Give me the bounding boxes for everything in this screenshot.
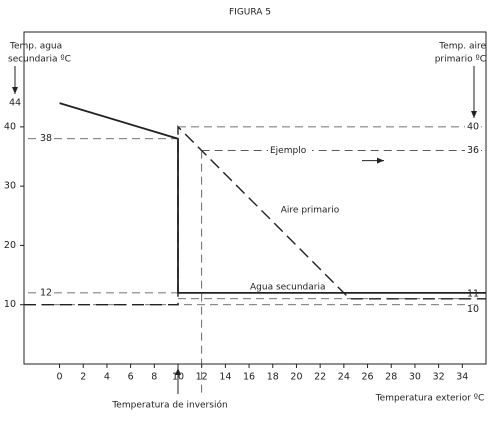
x-tick-label: 32 [433, 372, 445, 383]
label-bg [465, 304, 481, 315]
y-tick-label: 30 [4, 181, 16, 192]
x-tick-label: 6 [128, 372, 134, 383]
series-line [24, 125, 486, 306]
label-bg [465, 288, 481, 299]
level-label: 40 [467, 121, 479, 132]
level-label: 11 [467, 288, 479, 299]
x-tick-label: 28 [385, 372, 397, 383]
series-label: Aire primario [281, 206, 340, 216]
level-label: 36 [467, 145, 479, 156]
x-tick-label: 0 [57, 372, 63, 383]
plot-frame [23, 31, 487, 365]
x-axis-label: Temperatura exterior ºC [375, 394, 485, 404]
x-tick-label: 14 [219, 372, 231, 383]
x-tick-label: 26 [361, 372, 373, 383]
y-axis-label-right: primario ºC [435, 55, 486, 65]
label-bg [465, 121, 481, 132]
x-tick-label: 16 [243, 372, 255, 383]
y-tick-label: 10 [4, 299, 16, 310]
series-label: Agua secundaria [250, 283, 325, 293]
label-bg [268, 144, 312, 157]
y-axis-label-left: secundaria ºC [8, 55, 71, 65]
x-tick-label: 34 [456, 372, 468, 383]
x-tick-label: 24 [338, 372, 350, 383]
label-bg [465, 145, 481, 156]
series-line [59, 102, 486, 294]
annotation: Ejemplo [270, 146, 307, 156]
level-label: 38 [40, 133, 52, 144]
x-tick-label: 18 [267, 372, 279, 383]
x-tick-label: 4 [104, 372, 110, 383]
label-bg [38, 286, 54, 299]
x-tick-label: 2 [80, 372, 86, 383]
y-tick-label: 40 [4, 121, 16, 132]
y-axis-label-right: Temp. aire [438, 42, 486, 52]
x-tick-label: 22 [314, 372, 326, 383]
level-label: 12 [40, 287, 52, 298]
chart-title: FIGURA 5 [229, 8, 271, 18]
y-tick-label: 20 [4, 240, 16, 251]
x-tick-label: 8 [151, 372, 157, 383]
level-label: 44 [9, 98, 21, 109]
x-tick-label: 30 [409, 372, 421, 383]
level-label: 10 [467, 304, 479, 315]
x-tick-label: 20 [290, 372, 302, 383]
annotation: Temperatura de inversión [111, 400, 227, 411]
y-axis-label-left: Temp. agua [9, 42, 62, 52]
label-bg [38, 132, 54, 145]
